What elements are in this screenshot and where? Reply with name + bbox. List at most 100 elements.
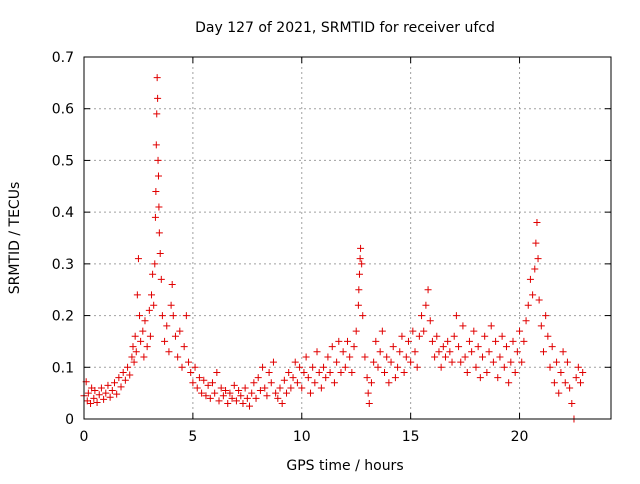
data-point — [315, 368, 323, 376]
data-point — [248, 389, 256, 397]
x-axis-label: GPS time / hours — [286, 458, 403, 474]
data-point — [110, 379, 118, 387]
data-point — [189, 379, 197, 387]
y-axis-label: SRMTID / TECUs — [7, 182, 23, 295]
data-point — [121, 376, 129, 384]
data-point — [531, 265, 539, 273]
data-point — [171, 332, 179, 340]
data-point — [542, 312, 550, 320]
data-point — [420, 327, 428, 335]
data-point — [256, 387, 264, 395]
data-point — [483, 368, 491, 376]
data-point — [287, 384, 295, 392]
data-point — [161, 337, 169, 345]
data-point — [335, 337, 343, 345]
data-point — [117, 383, 125, 391]
data-point — [265, 368, 273, 376]
y-tick-label: 0.2 — [52, 309, 74, 325]
data-point — [100, 395, 108, 403]
data-point — [250, 379, 258, 387]
data-point — [357, 244, 365, 252]
data-point — [254, 374, 262, 382]
data-point — [496, 353, 504, 361]
data-point — [230, 381, 238, 389]
data-point — [90, 394, 98, 402]
data-point — [91, 387, 99, 395]
data-point — [178, 363, 186, 371]
data-point — [516, 327, 524, 335]
data-point — [211, 389, 219, 397]
data-point — [470, 327, 478, 335]
data-point — [241, 384, 249, 392]
data-point — [239, 399, 247, 407]
data-point — [354, 301, 362, 309]
data-point — [539, 348, 547, 356]
data-point — [465, 337, 473, 345]
data-point — [289, 374, 297, 382]
data-point — [180, 343, 188, 351]
data-point — [215, 397, 223, 405]
data-point — [500, 363, 508, 371]
data-point — [246, 402, 254, 410]
data-point — [383, 353, 391, 361]
data-point — [367, 379, 375, 387]
data-point — [137, 337, 145, 345]
data-point — [472, 363, 480, 371]
data-point — [463, 368, 471, 376]
data-point — [113, 390, 121, 398]
data-point — [433, 332, 441, 340]
data-point — [450, 332, 458, 340]
data-point — [352, 327, 360, 335]
data-point — [537, 322, 545, 330]
data-point — [415, 332, 423, 340]
chart-title: Day 127 of 2021, SRMTID for receiver ufc… — [195, 20, 495, 36]
data-point — [224, 399, 232, 407]
data-point — [140, 353, 148, 361]
data-point — [131, 332, 139, 340]
data-point — [293, 379, 301, 387]
x-tick-label: 15 — [402, 429, 420, 445]
data-point — [363, 374, 371, 382]
data-point — [146, 332, 154, 340]
data-point — [280, 376, 288, 384]
data-point — [344, 337, 351, 345]
data-point — [435, 348, 443, 356]
data-point — [124, 363, 132, 371]
data-point — [128, 353, 136, 361]
plot-frame — [83, 56, 612, 420]
data-point — [426, 317, 434, 325]
data-point — [518, 358, 526, 366]
data-point — [461, 353, 469, 361]
data-point — [104, 381, 112, 389]
data-point — [187, 368, 195, 376]
data-point — [568, 399, 576, 407]
data-point — [150, 301, 158, 309]
data-point — [129, 343, 137, 351]
x-tick-label: 0 — [80, 429, 89, 445]
data-point — [381, 368, 389, 376]
data-point — [400, 368, 408, 376]
data-point — [494, 374, 502, 382]
data-point — [346, 353, 354, 361]
y-tick-label: 0.4 — [52, 205, 74, 221]
data-point — [163, 322, 171, 330]
data-point — [84, 389, 92, 397]
data-point — [404, 337, 412, 345]
data-point — [544, 332, 552, 340]
data-point — [153, 110, 161, 118]
data-point — [149, 270, 157, 278]
data-point — [333, 358, 341, 366]
data-point — [402, 353, 410, 361]
data-point — [455, 343, 463, 351]
data-point — [222, 387, 230, 395]
data-point — [157, 275, 165, 283]
data-point — [566, 384, 574, 392]
data-point — [272, 389, 280, 397]
data-point — [259, 363, 267, 371]
data-point — [136, 312, 144, 320]
data-point — [300, 368, 308, 376]
data-point — [339, 348, 347, 356]
data-point — [145, 306, 153, 314]
